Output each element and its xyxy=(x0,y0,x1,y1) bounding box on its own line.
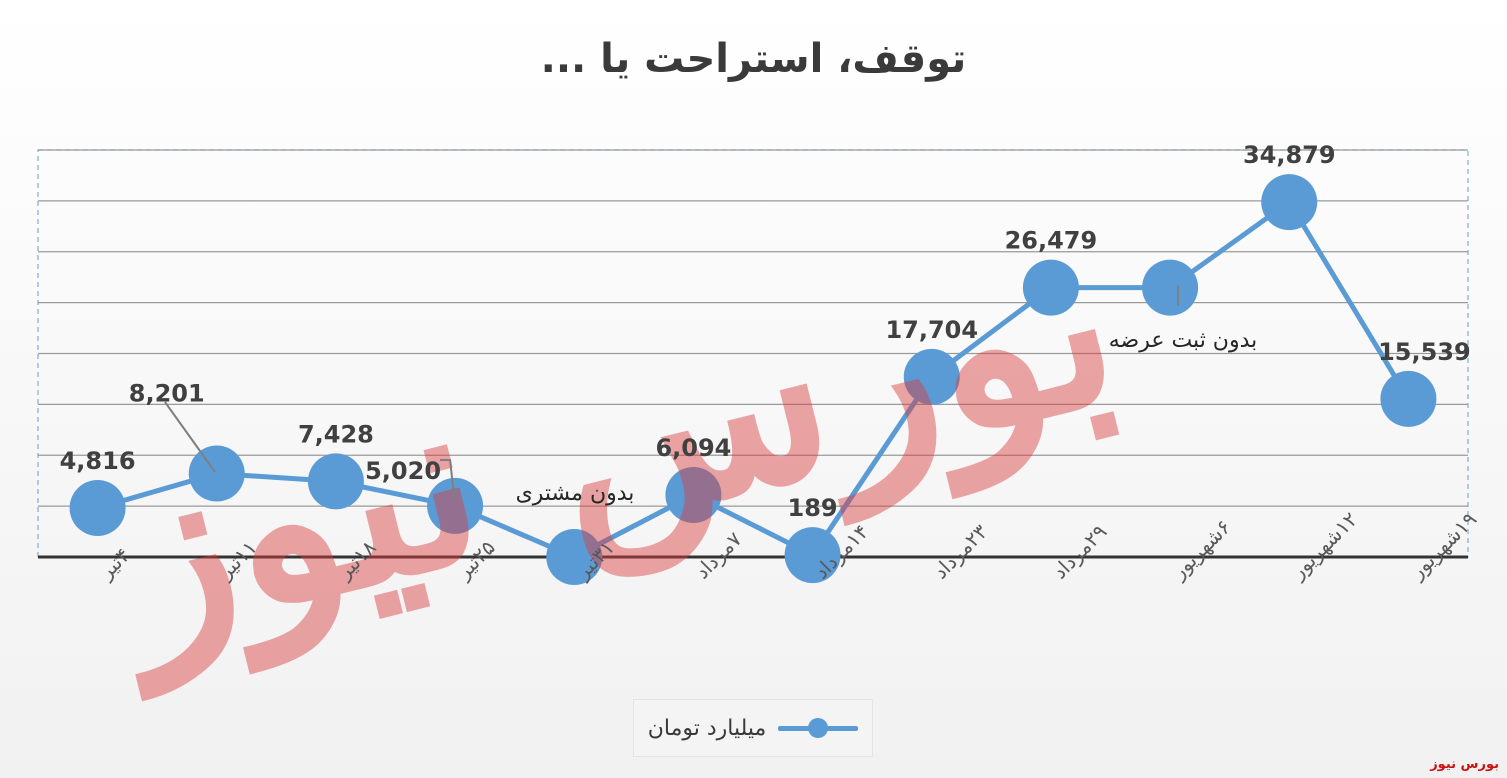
data-point xyxy=(1261,174,1318,231)
legend-label: میلیارد تومان xyxy=(647,715,767,741)
x-tick-label: ۲۳مرداد xyxy=(928,519,992,583)
data-point xyxy=(69,479,126,536)
legend: میلیارد تومان xyxy=(633,699,873,757)
data-label: 26,479 xyxy=(1005,227,1098,255)
data-point xyxy=(1022,259,1079,316)
data-label: 34,879 xyxy=(1243,141,1336,169)
annotation-label: بدون مشتری xyxy=(516,481,635,506)
data-point xyxy=(665,466,722,523)
source-label: بورس نیوز xyxy=(1430,757,1499,772)
x-tick-label: ۱۹شهریور xyxy=(1404,507,1481,584)
x-tick-label: ۱۲شهریور xyxy=(1285,507,1362,584)
x-tick-label: ۲۹مرداد xyxy=(1047,519,1111,583)
data-label-leader xyxy=(164,401,216,473)
data-label: 6,094 xyxy=(655,434,731,462)
annotation-label: بدون ثبت عرضه xyxy=(1109,328,1258,353)
chart-title: توقف، استراحت یا ... xyxy=(540,36,967,82)
data-label-leader xyxy=(440,459,456,504)
data-point xyxy=(1380,370,1437,427)
x-tick-label: ۶شهریور xyxy=(1166,515,1236,585)
data-point xyxy=(307,453,364,510)
data-point xyxy=(427,477,484,534)
data-label: 4,816 xyxy=(60,447,136,475)
data-label: 17,704 xyxy=(885,316,978,344)
data-label: 7,428 xyxy=(298,420,374,448)
legend-line-marker-icon xyxy=(778,713,859,743)
data-point xyxy=(1142,259,1199,316)
data-point xyxy=(784,527,841,584)
data-point xyxy=(546,529,603,585)
data-point xyxy=(188,445,245,502)
data-point xyxy=(903,348,960,405)
data-label: 189 xyxy=(788,494,838,522)
data-label: 5,020 xyxy=(365,457,441,485)
watermark: بورس نیوز xyxy=(75,185,1143,702)
data-label: 15,539 xyxy=(1378,338,1471,366)
